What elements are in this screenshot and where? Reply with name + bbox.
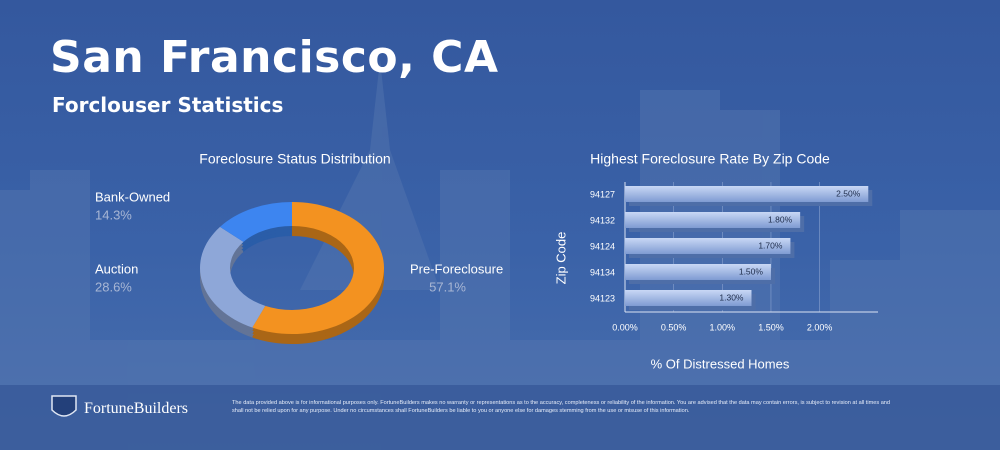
x-tick-label: 1.00% xyxy=(710,322,736,332)
x-axis-label: % Of Distressed Homes xyxy=(651,356,790,371)
value-label: 57.1% xyxy=(429,279,466,294)
category-label: Bank-Owned xyxy=(95,189,170,204)
x-tick-label: 2.00% xyxy=(807,322,833,332)
x-tick-label: 1.50% xyxy=(758,322,784,332)
y-tick-label: 94132 xyxy=(590,215,615,225)
bar xyxy=(625,212,801,228)
x-tick-label: 0.00% xyxy=(612,322,638,332)
donut-segment xyxy=(220,202,292,242)
chart-title: Foreclosure Status Distribution xyxy=(199,151,390,167)
y-tick-label: 94134 xyxy=(590,267,615,277)
bar xyxy=(625,290,752,306)
bar xyxy=(625,238,791,254)
y-axis-label: Zip Code xyxy=(553,232,568,285)
value-label: 14.3% xyxy=(95,207,132,222)
value-label: 1.50% xyxy=(739,266,764,276)
bar xyxy=(625,186,869,202)
y-tick-label: 94123 xyxy=(590,293,615,303)
bar xyxy=(625,264,771,280)
page-title: San Francisco, CA xyxy=(50,32,499,83)
value-label: 28.6% xyxy=(95,279,132,294)
footer-band xyxy=(0,385,1000,450)
value-label: 1.70% xyxy=(758,240,783,250)
donut-segment xyxy=(252,202,385,334)
disclaimer: The data provided above is for informati… xyxy=(232,400,891,414)
category-label: Auction xyxy=(95,261,138,276)
chart-title: Highest Foreclosure Rate By Zip Code xyxy=(590,151,830,167)
brand: FortuneBuilders xyxy=(84,400,188,417)
donut-segment xyxy=(199,226,266,328)
x-tick-label: 0.50% xyxy=(661,322,687,332)
logo xyxy=(51,395,77,417)
y-tick-label: 94124 xyxy=(590,241,615,251)
page-subtitle: Forclouser Statistics xyxy=(52,93,284,117)
value-label: 2.50% xyxy=(836,188,861,198)
value-label: 1.30% xyxy=(719,292,744,302)
y-tick-label: 94127 xyxy=(590,189,615,199)
category-label: Pre-Foreclosure xyxy=(410,261,503,276)
value-label: 1.80% xyxy=(768,214,793,224)
